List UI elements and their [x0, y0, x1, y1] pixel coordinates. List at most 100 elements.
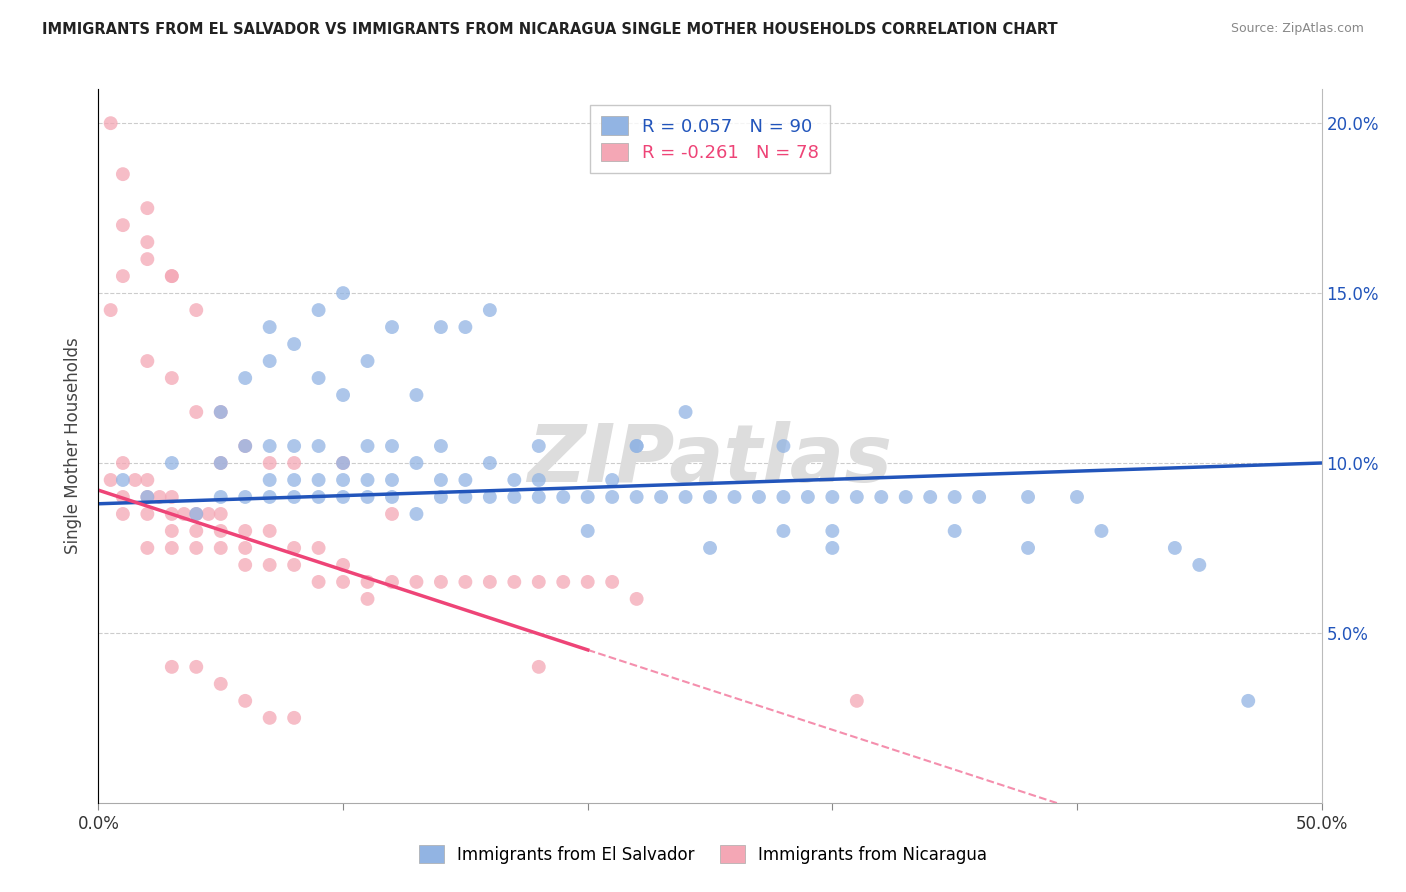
Point [111, 218, 134, 232]
Point [259, 558, 281, 572]
Point [233, 541, 256, 555]
Point [600, 490, 623, 504]
Point [233, 558, 256, 572]
Point [332, 558, 354, 572]
Point [503, 490, 526, 504]
Point [626, 439, 648, 453]
Point [405, 574, 427, 589]
Point [259, 320, 281, 334]
Point [381, 473, 404, 487]
Point [430, 439, 453, 453]
Point [405, 388, 427, 402]
Point [1017, 541, 1039, 555]
Point [136, 235, 159, 249]
Point [308, 490, 330, 504]
Point [600, 473, 623, 487]
Point [576, 574, 599, 589]
Point [454, 320, 477, 334]
Point [160, 524, 183, 538]
Point [381, 490, 404, 504]
Point [186, 405, 208, 419]
Point [233, 524, 256, 538]
Point [576, 524, 599, 538]
Point [308, 303, 330, 318]
Point [1090, 524, 1112, 538]
Point [111, 507, 134, 521]
Point [454, 574, 477, 589]
Point [943, 524, 966, 538]
Point [136, 541, 159, 555]
Point [259, 354, 281, 368]
Point [845, 490, 868, 504]
Point [356, 574, 378, 589]
Point [527, 660, 550, 674]
Point [308, 473, 330, 487]
Point [772, 524, 794, 538]
Point [160, 269, 183, 284]
Point [675, 490, 697, 504]
Point [160, 371, 183, 385]
Point [233, 371, 256, 385]
Point [136, 201, 159, 215]
Point [600, 574, 623, 589]
Point [675, 405, 697, 419]
Point [478, 574, 501, 589]
Point [356, 490, 378, 504]
Point [186, 303, 208, 318]
Point [821, 524, 844, 538]
Point [381, 439, 404, 453]
Point [527, 574, 550, 589]
Point [100, 473, 122, 487]
Point [233, 439, 256, 453]
Text: Source: ZipAtlas.com: Source: ZipAtlas.com [1230, 22, 1364, 36]
Point [283, 711, 305, 725]
Point [332, 456, 354, 470]
Point [699, 541, 721, 555]
Point [160, 507, 183, 521]
Point [381, 507, 404, 521]
Point [160, 456, 183, 470]
Point [430, 320, 453, 334]
Point [209, 490, 232, 504]
Point [1066, 490, 1088, 504]
Point [100, 116, 122, 130]
Point [332, 574, 354, 589]
Point [283, 558, 305, 572]
Point [209, 456, 232, 470]
Point [308, 439, 330, 453]
Point [283, 337, 305, 351]
Point [186, 660, 208, 674]
Point [405, 456, 427, 470]
Point [111, 269, 134, 284]
Point [186, 524, 208, 538]
Point [381, 320, 404, 334]
Point [136, 354, 159, 368]
Point [430, 574, 453, 589]
Point [1017, 490, 1039, 504]
Point [209, 405, 232, 419]
Point [894, 490, 917, 504]
Point [553, 574, 575, 589]
Point [821, 490, 844, 504]
Point [478, 490, 501, 504]
Point [136, 507, 159, 521]
Point [259, 524, 281, 538]
Point [920, 490, 942, 504]
Point [100, 303, 122, 318]
Point [111, 167, 134, 181]
Point [136, 490, 159, 504]
Point [870, 490, 893, 504]
Point [626, 591, 648, 606]
Point [283, 490, 305, 504]
Point [136, 252, 159, 266]
Point [356, 354, 378, 368]
Point [454, 473, 477, 487]
Point [308, 541, 330, 555]
Point [308, 574, 330, 589]
Point [650, 490, 672, 504]
Point [553, 490, 575, 504]
Point [699, 490, 721, 504]
Point [1164, 541, 1187, 555]
Point [626, 439, 648, 453]
Point [259, 711, 281, 725]
